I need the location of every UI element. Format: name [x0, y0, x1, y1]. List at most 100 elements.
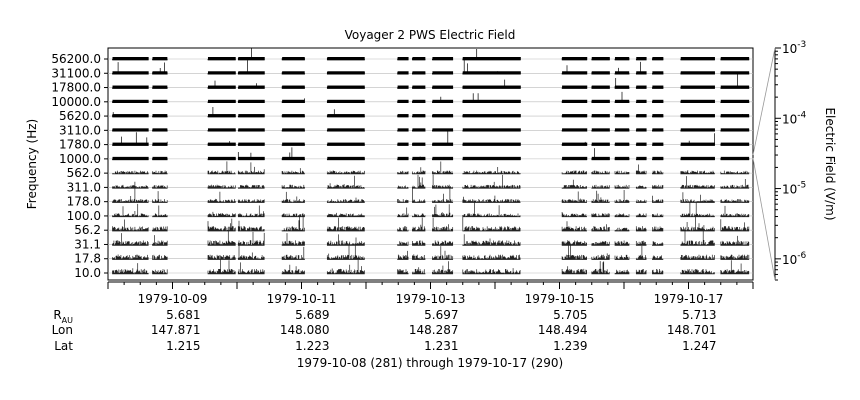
channel-trace: [591, 253, 610, 260]
channel-band: [397, 156, 409, 161]
channel-trace: [237, 231, 265, 246]
channel-band: [238, 142, 265, 146]
ephemeris-value: 5.689: [295, 308, 329, 322]
channel-trace: [652, 226, 664, 232]
channel-band: [636, 71, 647, 75]
channel-band: [680, 85, 715, 89]
channel-band: [614, 99, 630, 103]
channel-band: [652, 142, 664, 146]
channel-trace: [561, 170, 587, 175]
channel-trace: [652, 269, 664, 275]
channel-band: [238, 71, 265, 75]
channel-trace: [614, 254, 630, 260]
frequency-tick-label: 10.0: [74, 266, 101, 280]
channel-trace: [561, 179, 587, 189]
channel-trace: [326, 197, 365, 203]
channel-band: [652, 99, 664, 103]
data-segment: [326, 57, 365, 275]
channel-trace: [680, 176, 715, 189]
data-segment: [720, 57, 750, 275]
channel-trace: [462, 215, 521, 232]
channel-trace: [207, 229, 236, 246]
channel-band: [462, 114, 521, 118]
ephemeris-row-label: Lon: [52, 323, 73, 337]
data-segment: [614, 57, 630, 275]
channel-band: [112, 142, 149, 146]
channel-trace: [462, 268, 521, 275]
channel-band: [680, 128, 715, 132]
channel-band: [562, 71, 588, 75]
channel-trace: [281, 246, 305, 260]
channel-trace: [720, 219, 750, 232]
channel-band: [462, 142, 521, 146]
channel-trace: [112, 203, 149, 218]
channel-band: [591, 114, 610, 118]
channel-band: [636, 142, 647, 146]
channel-trace: [326, 217, 365, 232]
y2-axis-label: Electric Field (V/m): [823, 107, 837, 220]
channel-trace: [397, 207, 409, 218]
channel-trace: [152, 226, 168, 232]
channel-band: [152, 128, 168, 132]
channel-trace: [237, 262, 265, 275]
channel-band: [652, 85, 664, 89]
channel-trace: [614, 190, 630, 203]
channel-trace: [207, 259, 236, 275]
channel-trace: [652, 255, 664, 260]
channel-trace: [561, 266, 587, 275]
ephemeris-value: 148.701: [667, 323, 717, 337]
channel-band: [327, 156, 365, 161]
channel-trace: [680, 202, 715, 218]
channel-band: [652, 71, 664, 75]
channel-band: [462, 71, 521, 75]
channel-band: [614, 128, 630, 132]
channel-trace: [591, 213, 610, 218]
channel-band: [397, 99, 409, 103]
ephemeris-value: 1.223: [295, 339, 329, 353]
frequency-tick-label: 178.0: [67, 195, 101, 209]
channel-trace: [237, 220, 265, 232]
channel-trace: [652, 170, 664, 175]
channel-band: [652, 128, 664, 132]
channel-trace: [432, 240, 454, 246]
channel-band: [112, 128, 149, 132]
channel-trace: [112, 187, 149, 203]
channel-trace: [432, 217, 454, 232]
channel-trace: [561, 191, 587, 203]
ephemeris-value: 1.231: [424, 339, 458, 353]
channel-band: [207, 142, 236, 146]
channel-trace: [326, 259, 365, 275]
channel-band: [327, 142, 365, 146]
channel-trace: [281, 233, 305, 246]
axis-connector-line: [752, 47, 776, 156]
channel-band: [432, 114, 454, 118]
channel-trace: [720, 235, 750, 246]
field-tick-label: 10-6: [782, 251, 807, 267]
channel-trace: [680, 254, 715, 260]
channel-band: [591, 99, 610, 103]
channel-trace: [462, 254, 521, 260]
channel-trace: [432, 246, 454, 260]
channel-trace: [281, 213, 305, 218]
channel-trace: [652, 213, 664, 218]
channel-trace: [591, 241, 610, 246]
channel-band: [282, 142, 305, 146]
channel-band: [412, 128, 426, 132]
channel-trace: [326, 212, 365, 218]
channel-trace: [462, 174, 521, 189]
channel-trace: [591, 261, 610, 275]
channel-band: [591, 85, 610, 89]
channel-trace: [680, 269, 715, 275]
x-tick-label: 1979-10-17: [654, 292, 724, 306]
channel-trace: [652, 195, 664, 203]
channel-band: [412, 57, 426, 61]
channel-trace: [591, 184, 610, 189]
channel-trace: [635, 240, 647, 246]
channel-trace: [591, 190, 610, 203]
data-segment: [412, 57, 426, 275]
y-axis-label: Frequency (Hz): [25, 119, 39, 210]
data-segment: [680, 57, 715, 275]
channel-band: [720, 99, 750, 103]
channel-trace: [720, 179, 750, 189]
